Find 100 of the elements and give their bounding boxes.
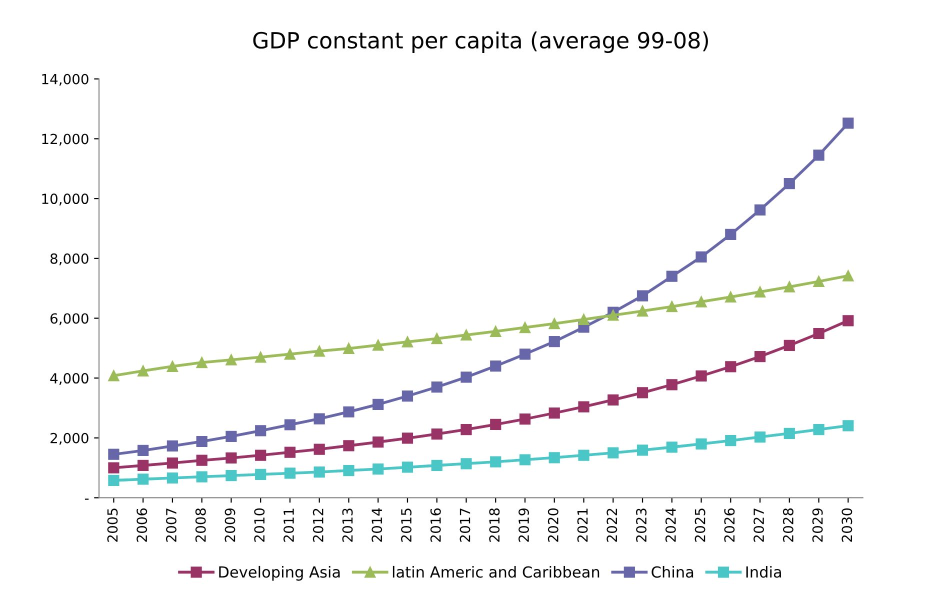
x-tick-label: 2014 [372, 508, 382, 542]
point [255, 468, 266, 480]
point [402, 390, 414, 402]
point [490, 456, 502, 468]
x-tick-label: 2012 [312, 508, 324, 542]
x-tick-label: 2026 [724, 508, 735, 542]
chart-title: GDP constant per capita (average 99-08) [253, 31, 708, 53]
point [725, 435, 736, 446]
point [813, 424, 824, 436]
x-tick-label: 2024 [665, 508, 676, 542]
point [666, 442, 678, 453]
y-tick-label: 6,000 [50, 313, 88, 326]
point [725, 361, 736, 372]
x-tick-label: 2020 [548, 508, 558, 542]
point [784, 340, 795, 352]
point [754, 286, 766, 298]
point [548, 336, 560, 348]
point [636, 306, 648, 317]
point [636, 387, 648, 398]
point [255, 450, 266, 461]
point [754, 204, 766, 216]
x-tick-label: 2013 [342, 508, 353, 542]
point [813, 150, 824, 161]
y-tick-label: 8,000 [50, 253, 88, 266]
point [226, 430, 237, 442]
point [343, 342, 354, 354]
point [813, 276, 824, 287]
point [842, 315, 854, 326]
y-tick-label: 4,000 [50, 373, 88, 385]
point [196, 454, 208, 466]
x-tick-label: 2023 [636, 508, 647, 542]
point [138, 444, 149, 456]
x-tick-label: 2022 [606, 508, 618, 542]
point [608, 310, 619, 321]
legend-label: latin Americ and Caribbean [392, 566, 600, 578]
point [196, 356, 208, 368]
x-tick-label: 2017 [460, 508, 470, 542]
point [314, 413, 325, 424]
point [784, 178, 795, 190]
point [166, 440, 178, 452]
point [519, 322, 531, 334]
point [343, 440, 354, 452]
x-tick-label: 2010 [254, 508, 265, 542]
point [548, 452, 560, 464]
point [460, 424, 472, 436]
point [754, 350, 766, 362]
point [490, 326, 502, 337]
point [431, 428, 442, 440]
point [666, 270, 678, 282]
point [402, 462, 414, 473]
x-tick-label: 2025 [694, 508, 706, 542]
point [813, 328, 824, 340]
y-tick-label: 14,000 [42, 74, 88, 86]
y-tick-label: 2,000 [50, 432, 88, 445]
point [372, 398, 384, 410]
point [372, 463, 384, 475]
point [343, 406, 354, 418]
point [108, 462, 120, 474]
point [166, 360, 178, 372]
point [490, 360, 502, 372]
legend-label: China [652, 566, 694, 578]
point [842, 270, 854, 282]
point [196, 471, 208, 482]
x-tick-label: 2007 [166, 508, 176, 542]
point [138, 474, 149, 485]
point [314, 444, 325, 455]
point [696, 438, 707, 450]
point [784, 281, 795, 292]
point [402, 336, 414, 348]
point [255, 425, 266, 436]
point [754, 431, 766, 443]
point [284, 446, 296, 458]
y-tick-label: 10,000 [42, 194, 88, 206]
point [402, 432, 414, 444]
point [725, 291, 736, 303]
x-tick-label: 2005 [107, 508, 118, 542]
point [608, 394, 619, 406]
x-tick-label: 2019 [518, 508, 530, 542]
point [460, 458, 472, 470]
point [226, 452, 237, 464]
point [666, 379, 678, 390]
point [108, 474, 120, 486]
point [431, 381, 442, 393]
point [166, 457, 178, 469]
point [284, 419, 296, 430]
point [138, 365, 149, 376]
point [696, 251, 707, 262]
point [519, 454, 531, 466]
point [519, 348, 531, 360]
point [548, 318, 560, 330]
point [460, 329, 472, 341]
point [608, 447, 619, 458]
point [226, 354, 237, 366]
point [636, 290, 648, 302]
point [725, 228, 736, 240]
x-tick-label: 2009 [224, 508, 236, 542]
point [343, 464, 354, 476]
point [138, 460, 149, 471]
y-tick-label: 12,000 [42, 134, 88, 146]
x-tick-label: 2021 [577, 508, 588, 542]
